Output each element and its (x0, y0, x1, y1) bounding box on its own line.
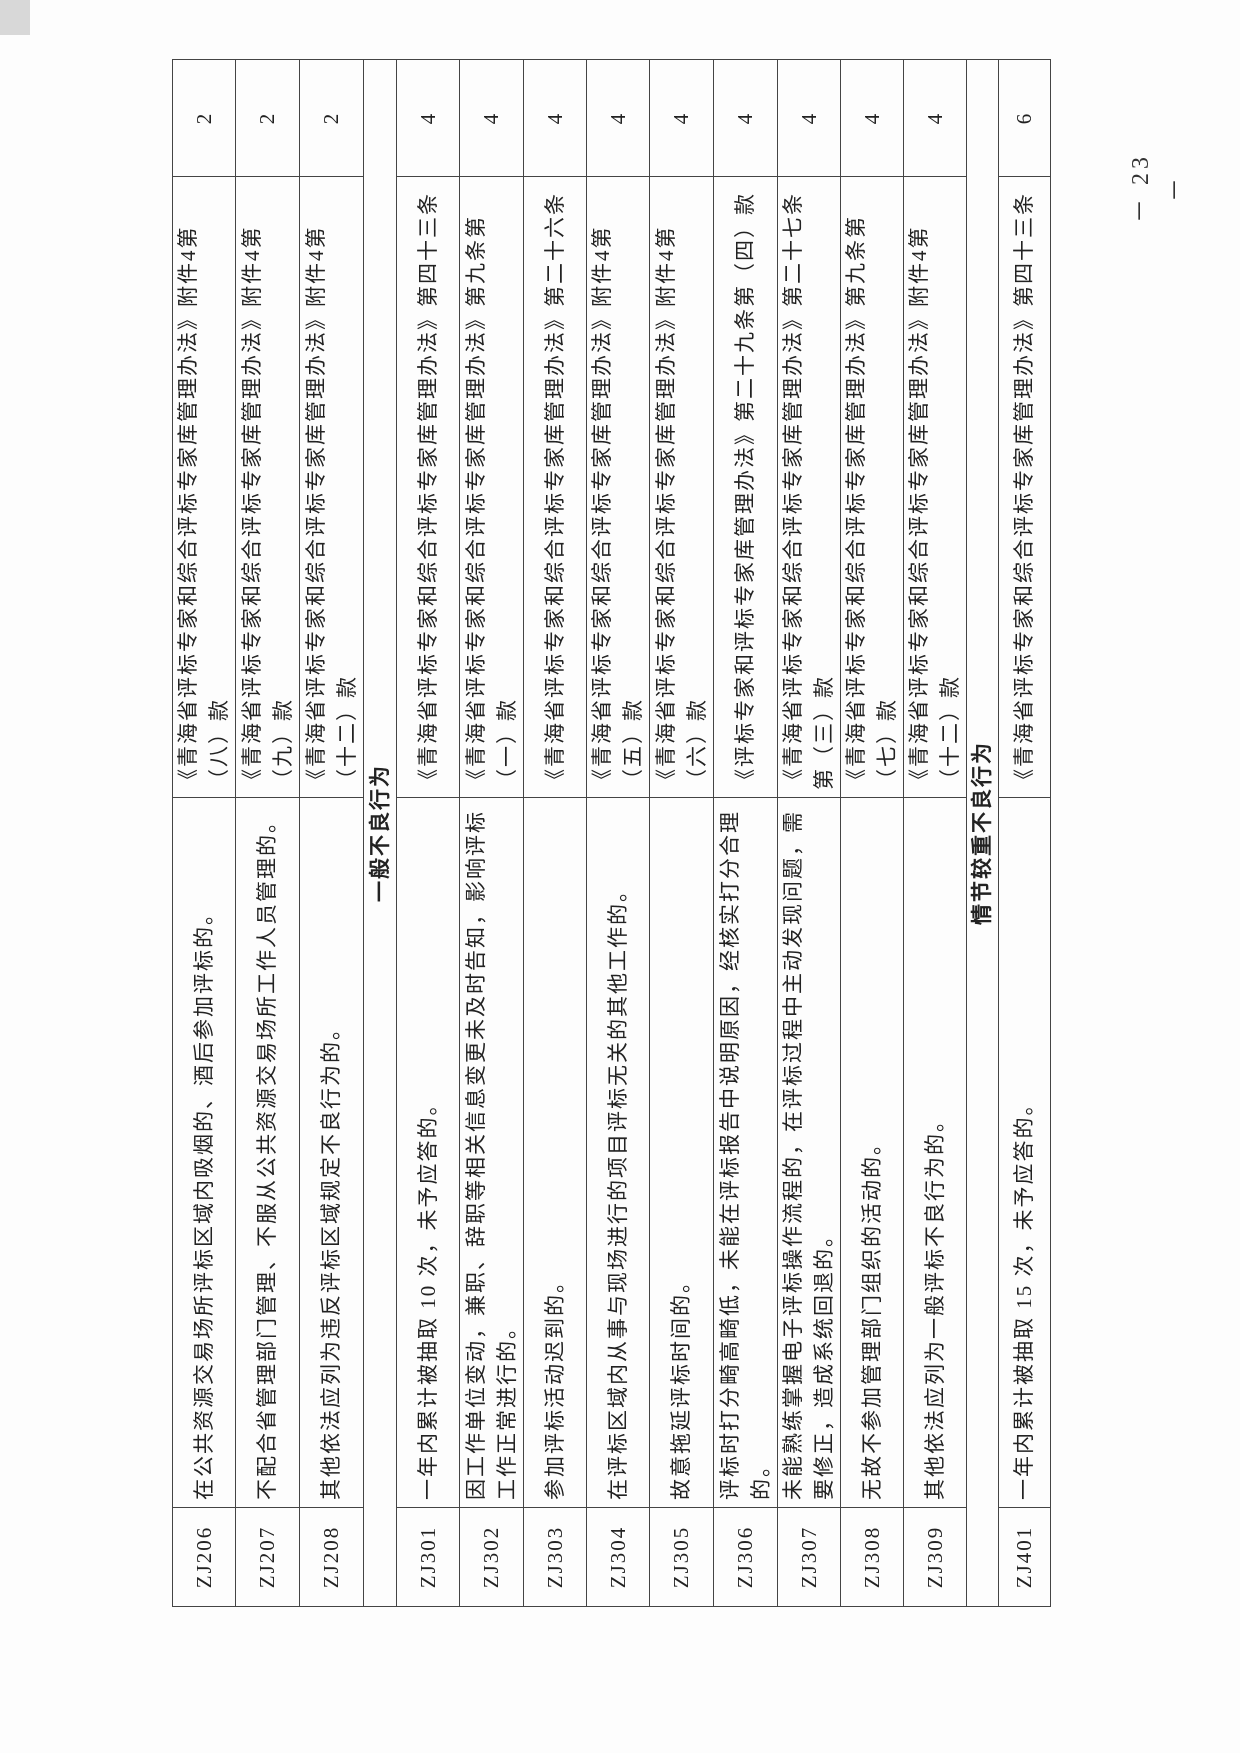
table-row: ZJ308 无故不参加管理部门组织的活动的。 《青海省评标专家和综合评标专家库管理办… (840, 59, 904, 1607)
score-cell: 4 (523, 59, 587, 177)
table-row: ZJ401 一年内累计被抽取 15 次，未予应答的。 《青海省评标专家和综合评标专家… (998, 59, 1051, 1607)
score-cell: 4 (713, 59, 778, 177)
basis-cell: 《评标专家和评标专家库管理办法》第二十九条第（四）款 (713, 176, 778, 798)
description-cell: 参加评标活动迟到的。 (523, 797, 587, 1508)
basis-cell: 《青海省评标专家和综合评标专家库管理办法》第四十三条 (998, 176, 1051, 798)
table-row: ZJ306 评标时打分畸高畸低，未能在评标报告中说明原因，经核实打分合理的。 《评标… (713, 59, 778, 1607)
description-cell: 未能熟练掌握电子评标操作流程的，在评标过程中主动发现问题，需要修正，造成系统回退… (777, 797, 841, 1508)
code-cell: ZJ301 (396, 1507, 460, 1607)
basis-cell: 《青海省评标专家和综合评标专家库管理办法》附件4第（六）款 (649, 176, 714, 798)
description-cell: 在评标区域内从事与现场进行的项目评标无关的其他工作的。 (586, 797, 650, 1508)
score-cell: 4 (586, 59, 650, 177)
description-cell: 其他依法应列为一般评标不良行为的。 (903, 797, 967, 1508)
basis-cell: 《青海省评标专家和综合评标专家库管理办法》附件4第（九）款 (235, 176, 300, 798)
code-cell: ZJ308 (840, 1507, 904, 1607)
section-title: 情节较重不良行为 (966, 59, 999, 1607)
code-cell: ZJ208 (299, 1507, 364, 1607)
table-row: ZJ207 不配合省管理部门管理、不服从公共资源交易场所工作人员管理的。 《青海省评… (235, 59, 300, 1607)
basis-cell: 《青海省评标专家和综合评标专家库管理办法》第二十六条 (523, 176, 587, 798)
code-cell: ZJ302 (459, 1507, 524, 1607)
code-cell: ZJ304 (586, 1507, 650, 1607)
score-cell: 4 (459, 59, 524, 177)
section-header-row: 情节较重不良行为 (966, 59, 999, 1607)
basis-cell: 《青海省评标专家和综合评标专家库管理办法》附件4第（五）款 (586, 176, 650, 798)
score-cell: 4 (396, 59, 460, 177)
score-cell: 6 (998, 59, 1051, 177)
code-cell: ZJ207 (235, 1507, 300, 1607)
table-row: ZJ301 一年内累计被抽取 10 次，未予应答的。 《青海省评标专家和综合评标专家… (396, 59, 460, 1607)
score-cell: 2 (299, 59, 364, 177)
table-row: ZJ309 其他依法应列为一般评标不良行为的。 《青海省评标专家和综合评标专家库管理… (903, 59, 967, 1607)
code-cell: ZJ401 (998, 1507, 1051, 1607)
violation-table: ZJ206 在公共资源交易场所评标区域内吸烟的、酒后参加评标的。 《青海省评标专家和… (172, 59, 1051, 1607)
description-cell: 不配合省管理部门管理、不服从公共资源交易场所工作人员管理的。 (235, 797, 300, 1508)
basis-cell: 《青海省评标专家和综合评标专家库管理办法》附件4第（十二）款 (903, 176, 967, 798)
basis-cell: 《青海省评标专家和综合评标专家库管理办法》第二十七条第（三）款 (777, 176, 841, 798)
description-cell: 无故不参加管理部门组织的活动的。 (840, 797, 904, 1508)
score-cell: 2 (172, 59, 236, 177)
basis-cell: 《青海省评标专家和综合评标专家库管理办法》附件4第（十二）款 (299, 176, 364, 798)
section-header-row: 一般不良行为 (363, 59, 397, 1607)
basis-cell: 《青海省评标专家和综合评标专家库管理办法》第九条第（七）款 (840, 176, 904, 798)
basis-cell: 《青海省评标专家和综合评标专家库管理办法》第四十三条 (396, 176, 460, 798)
code-cell: ZJ307 (777, 1507, 841, 1607)
page-number: － 23 － (1128, 153, 1189, 223)
description-cell: 因工作单位变动，兼职、辞职等相关信息变更未及时告知，影响评标工作正常进行的。 (459, 797, 524, 1508)
table-row: ZJ206 在公共资源交易场所评标区域内吸烟的、酒后参加评标的。 《青海省评标专家和… (172, 59, 236, 1607)
description-cell: 其他依法应列为违反评标区域规定不良行为的。 (299, 797, 364, 1508)
table-row: ZJ302 因工作单位变动，兼职、辞职等相关信息变更未及时告知，影响评标工作正常进… (459, 59, 524, 1607)
scan-mark (0, 0, 30, 35)
score-cell: 4 (777, 59, 841, 177)
table-row: ZJ307 未能熟练掌握电子评标操作流程的，在评标过程中主动发现问题，需要修正，造… (777, 59, 841, 1607)
code-cell: ZJ303 (523, 1507, 587, 1607)
basis-cell: 《青海省评标专家和综合评标专家库管理办法》附件4第（八）款 (172, 176, 236, 798)
table-row: ZJ303 参加评标活动迟到的。 《青海省评标专家和综合评标专家库管理办法》第二十六… (523, 59, 587, 1607)
description-cell: 评标时打分畸高畸低，未能在评标报告中说明原因，经核实打分合理的。 (713, 797, 778, 1508)
table-row: ZJ305 故意拖延评标时间的。 《青海省评标专家和综合评标专家库管理办法》附件4第… (649, 59, 714, 1607)
table-row: ZJ208 其他依法应列为违反评标区域规定不良行为的。 《青海省评标专家和综合评标专… (299, 59, 364, 1607)
score-cell: 4 (840, 59, 904, 177)
code-cell: ZJ305 (649, 1507, 714, 1607)
score-cell: 4 (649, 59, 714, 177)
section-title: 一般不良行为 (363, 59, 397, 1607)
score-cell: 4 (903, 59, 967, 177)
description-cell: 故意拖延评标时间的。 (649, 797, 714, 1508)
code-cell: ZJ309 (903, 1507, 967, 1607)
description-cell: 一年内累计被抽取 15 次，未予应答的。 (998, 797, 1051, 1508)
basis-cell: 《青海省评标专家和综合评标专家库管理办法》第九条第（一）款 (459, 176, 524, 798)
score-cell: 2 (235, 59, 300, 177)
description-cell: 在公共资源交易场所评标区域内吸烟的、酒后参加评标的。 (172, 797, 236, 1508)
code-cell: ZJ306 (713, 1507, 778, 1607)
table-row: ZJ304 在评标区域内从事与现场进行的项目评标无关的其他工作的。 《青海省评标专家… (586, 59, 650, 1607)
code-cell: ZJ206 (172, 1507, 236, 1607)
description-cell: 一年内累计被抽取 10 次，未予应答的。 (396, 797, 460, 1508)
